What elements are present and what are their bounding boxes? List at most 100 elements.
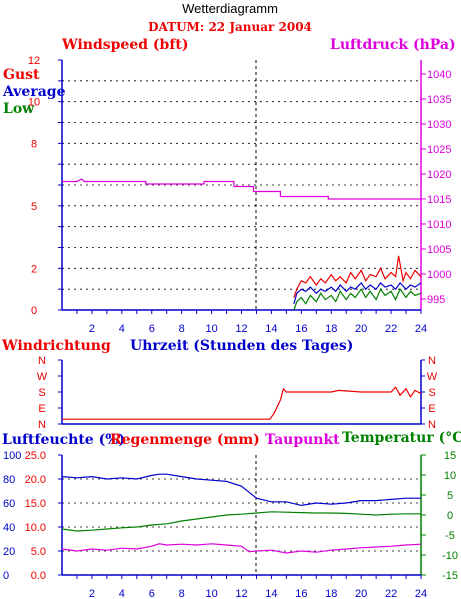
legend-gust: Gust (3, 67, 40, 83)
y-tick-label: 2 (31, 263, 37, 275)
direction-axes: N NW WS SE EN N (37, 355, 438, 431)
x-tick-label: 8 (179, 323, 185, 335)
temp-tick-label: -10 (442, 550, 458, 562)
y-right-tick-label: 1040 (427, 69, 451, 81)
x-tick-label: 2 (89, 323, 95, 335)
windspeed-axis-title: Windspeed (bft) (61, 37, 188, 53)
series-gust (293, 255, 422, 298)
y-tick-label: 12 (28, 55, 40, 67)
wind-pressure-chart: Windspeed (bft) Luftdruck (hPa) Gust Ave… (2, 37, 456, 335)
x-tick-label: 8 (179, 588, 185, 599)
x-tick-label: 2 (89, 588, 95, 599)
y-right-tick-label: 1015 (427, 194, 451, 206)
y-right-tick-label: 995 (427, 294, 445, 306)
y-right-tick-label: 1025 (427, 144, 451, 156)
pct-tick-label: 60 (3, 498, 15, 510)
x-tick-label: 14 (265, 588, 277, 599)
humidity-temp-chart: Luftfeuchte (%) Regenmenge (mm) Taupunkt… (2, 430, 461, 599)
series-luftfeuchte (61, 473, 421, 507)
mm-tick-label: 20.0 (25, 474, 46, 486)
pct-tick-label: 0 (3, 570, 9, 582)
series-low (293, 287, 422, 311)
x-tick-label: 12 (235, 588, 247, 599)
humidity-axes: 0 20 40 60 80 100 0.0 5.0 10.0 15.0 20.0 25.0 15 10 5 0… (3, 450, 458, 599)
humidity-grid (62, 455, 421, 575)
humidity-series (61, 473, 422, 554)
x-tick-label: 22 (385, 588, 397, 599)
y-tick-label: 5 (31, 201, 37, 213)
pct-tick-label: 40 (3, 522, 15, 534)
windrichtung-title: Windrichtung (1, 338, 111, 354)
dir-label-right: W (427, 371, 438, 383)
x-tick-label: 10 (205, 323, 217, 335)
legend-low: Low (3, 101, 35, 117)
y-tick-label: 10 (28, 97, 40, 109)
y-tick-label: 8 (31, 138, 37, 150)
mm-tick-label: 15.0 (25, 498, 46, 510)
temp-tick-label: 15 (444, 450, 456, 462)
x-tick-label: 24 (415, 323, 427, 335)
mm-tick-label: 5.0 (31, 546, 46, 558)
pct-tick-label: 100 (3, 450, 21, 462)
x-tick-label: 18 (325, 588, 337, 599)
wind-axes: 0258101299510001005101010151020102510301… (28, 55, 452, 335)
temp-tick-label: 5 (447, 490, 453, 502)
y-right-tick-label: 1010 (427, 219, 451, 231)
dir-label-left: E (38, 403, 45, 415)
temp-tick-label: -5 (445, 530, 455, 542)
x-tick-label: 10 (205, 588, 217, 599)
mm-tick-label: 10.0 (25, 522, 46, 534)
x-tick-label: 4 (119, 588, 125, 599)
wind-grid (62, 60, 421, 310)
wind-direction-chart: Windrichtung Uhrzeit (Stunden des Tages)… (1, 338, 438, 431)
dir-label-left: W (37, 371, 48, 383)
dir-label-left: S (38, 387, 45, 399)
dir-label-right: E (428, 403, 435, 415)
dir-label-right: N (428, 419, 436, 431)
y-right-tick-label: 1005 (427, 244, 451, 256)
y-right-tick-label: 1020 (427, 169, 451, 181)
temp-tick-label: 0 (447, 510, 453, 522)
pct-tick-label: 80 (3, 474, 15, 486)
series-windrichtung (62, 386, 422, 420)
taupunkt-title: Taupunkt (265, 432, 340, 448)
x-tick-label: 6 (149, 588, 155, 599)
dir-label-right: S (428, 387, 435, 399)
series-average (293, 281, 422, 304)
date-subtitle: DATUM: 22 Januar 2004 (148, 20, 312, 34)
legend-average: Average (2, 84, 66, 100)
x-tick-label: 18 (325, 323, 337, 335)
y-right-tick-label: 1030 (427, 119, 451, 131)
regenmenge-title: Regenmenge (mm) (110, 432, 260, 448)
direction-series (62, 386, 422, 420)
y-right-tick-label: 1000 (427, 269, 451, 281)
y-tick-label: 0 (31, 305, 37, 317)
x-tick-label: 14 (265, 323, 277, 335)
dir-label-left: N (38, 355, 46, 367)
x-tick-label: 12 (235, 323, 247, 335)
x-tick-label: 16 (295, 323, 307, 335)
luftfeuchte-title: Luftfeuchte (%) (2, 432, 125, 448)
page-title: Wetterdiagramm (182, 1, 278, 16)
pct-tick-label: 20 (3, 546, 15, 558)
mm-tick-label: 0.0 (31, 570, 46, 582)
series-temperatur (61, 511, 421, 532)
x-tick-label: 20 (355, 588, 367, 599)
x-tick-label: 16 (295, 588, 307, 599)
series-luftdruck (62, 178, 421, 200)
mm-tick-label: 25.0 (25, 450, 46, 462)
luftdruck-axis-title: Luftdruck (hPa) (330, 37, 456, 53)
series-taupunkt (61, 543, 422, 554)
wind-series (62, 178, 422, 311)
y-right-tick-label: 1035 (427, 94, 451, 106)
dir-label-right: N (428, 355, 436, 367)
uhrzeit-title: Uhrzeit (Stunden des Tages) (130, 338, 353, 354)
temperatur-title: Temperatur (°C) (342, 430, 461, 446)
x-tick-label: 22 (385, 323, 397, 335)
temp-tick-label: 10 (444, 470, 456, 482)
dir-label-left: N (38, 419, 46, 431)
x-tick-label: 24 (415, 588, 427, 599)
x-tick-label: 4 (119, 323, 125, 335)
x-tick-label: 20 (355, 323, 367, 335)
